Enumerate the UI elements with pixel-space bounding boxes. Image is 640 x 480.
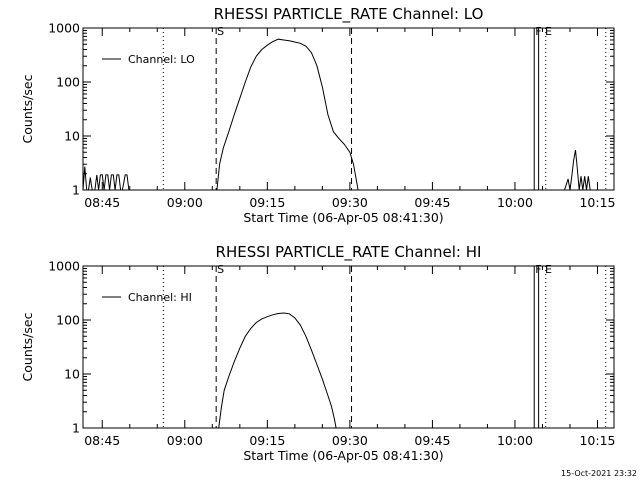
panel-1-series-line-segment-3	[564, 149, 591, 191]
panel-1-chart-title: RHESSI PARTICLE_RATE Channel: LO	[214, 5, 484, 24]
panel-2-x-tick-label: 08:45	[84, 433, 120, 448]
panel-1-x-tick-label: 10:15	[579, 195, 615, 210]
panel-1-start-marker-label: S	[217, 25, 224, 38]
panel-2-plot-frame	[82, 265, 615, 429]
panel-2-x-tick-label: 09:30	[332, 433, 368, 448]
panel-1-y-tick-label: 10	[64, 129, 80, 144]
panel-2-y-tick-label: 1	[72, 421, 80, 436]
panel-1-y-tick-label: 1000	[48, 21, 80, 36]
panel-2-legend-label: Channel: HI	[128, 291, 192, 304]
panel-2-x-tick-label: 09:45	[414, 433, 450, 448]
panel-1-series-line-segment-2	[216, 38, 359, 191]
panel-2-x-tick-label: 10:15	[579, 433, 615, 448]
panel-1-legend-label: Channel: LO	[128, 53, 195, 66]
panel-1-end-marker-label: F E	[535, 25, 552, 38]
panel-2-y-tick-label: 1000	[48, 259, 80, 274]
panel-2-end-marker-label: F E	[535, 263, 552, 276]
panel-2-x-axis-label: Start Time (06-Apr-05 08:41:30)	[243, 448, 443, 463]
panel-1-x-tick-label: 09:15	[249, 195, 285, 210]
panel-1-x-tick-label: 09:30	[332, 195, 368, 210]
panel-1-series-line-segment-1	[82, 166, 130, 191]
panel-2-chart-title: RHESSI PARTICLE_RATE Channel: HI	[216, 243, 482, 262]
panel-2-y-axis-label: Counts/sec	[20, 312, 35, 381]
panel-1-x-tick-label: 09:00	[167, 195, 203, 210]
panel-2-x-tick-label: 10:00	[497, 433, 533, 448]
panel-2-y-tick-label: 10	[64, 367, 80, 382]
panel-1-x-tick-label: 08:45	[84, 195, 120, 210]
panel-2-series-line-segment-1	[218, 312, 337, 429]
panel-2-y-tick-label: 100	[56, 313, 80, 328]
panel-1-plot-frame	[82, 27, 615, 191]
panel-1-x-tick-label: 09:45	[414, 195, 450, 210]
panel-1-x-tick-label: 10:00	[497, 195, 533, 210]
panel-1-y-axis-label: Counts/sec	[20, 74, 35, 143]
panel-1-y-tick-label: 100	[56, 75, 80, 90]
panel-2-x-tick-label: 09:15	[249, 433, 285, 448]
panel-1-x-axis-label: Start Time (06-Apr-05 08:41:30)	[243, 210, 443, 225]
panel-2-start-marker-label: S	[217, 263, 224, 276]
panel-2-x-tick-label: 09:00	[167, 433, 203, 448]
footer-timestamp: 15-Oct-2021 23:32	[561, 469, 637, 478]
panel-1-y-tick-label: 1	[72, 183, 80, 198]
